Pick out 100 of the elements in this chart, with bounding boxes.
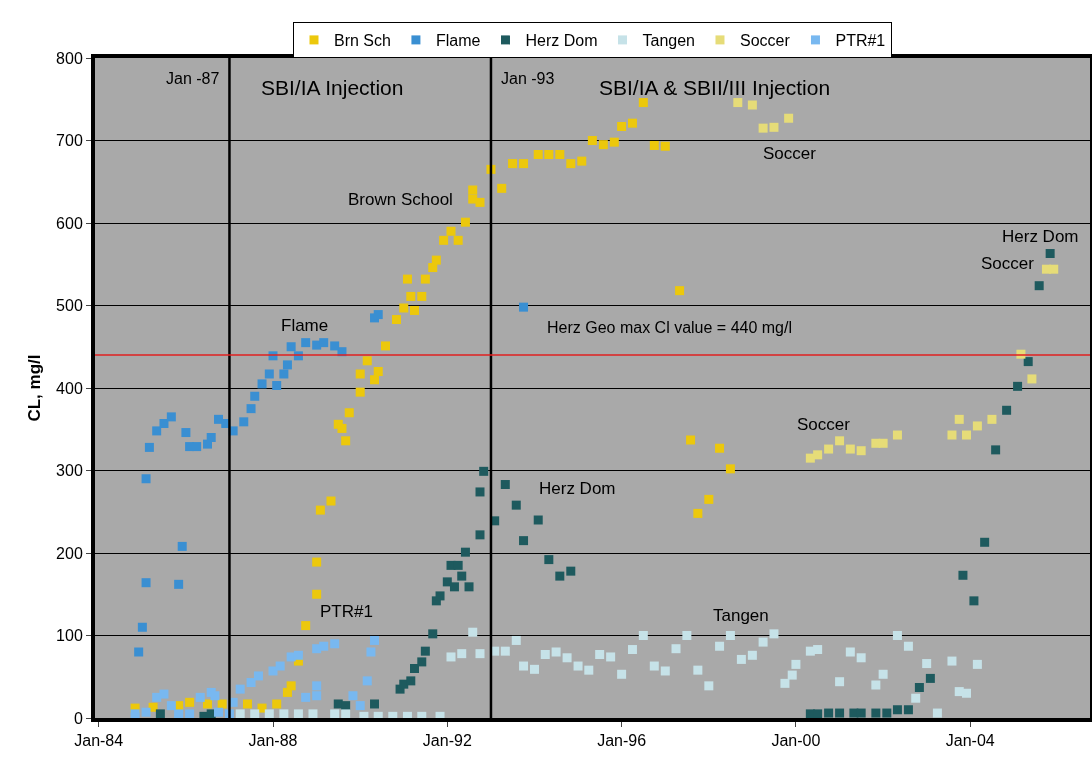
point bbox=[319, 641, 329, 651]
point bbox=[878, 438, 888, 448]
y-tick-label: 800 bbox=[56, 49, 83, 67]
point bbox=[206, 433, 216, 442]
y-tick-label: 400 bbox=[56, 379, 83, 397]
point bbox=[319, 338, 329, 348]
point bbox=[544, 555, 554, 565]
point bbox=[275, 661, 285, 671]
point bbox=[1002, 405, 1012, 415]
point bbox=[370, 699, 380, 709]
point bbox=[159, 418, 169, 428]
point bbox=[747, 100, 757, 110]
point bbox=[213, 707, 223, 717]
point bbox=[406, 676, 416, 686]
point bbox=[210, 691, 220, 701]
point bbox=[257, 379, 267, 389]
point bbox=[511, 500, 521, 510]
y-tick-label: 300 bbox=[56, 462, 83, 480]
point bbox=[370, 635, 380, 645]
point bbox=[293, 650, 303, 660]
point bbox=[914, 682, 924, 692]
point bbox=[366, 647, 376, 657]
point bbox=[159, 689, 169, 699]
point bbox=[555, 571, 565, 581]
point bbox=[962, 430, 972, 440]
point bbox=[246, 404, 256, 414]
point bbox=[435, 591, 445, 601]
point bbox=[152, 426, 162, 436]
point bbox=[155, 709, 165, 719]
y-axis-title: CL, mg/l bbox=[25, 354, 45, 422]
point bbox=[330, 639, 340, 649]
x-tick-label: Jan-00 bbox=[771, 732, 821, 750]
x-tick-label: Jan-84 bbox=[74, 732, 124, 750]
point bbox=[141, 578, 151, 588]
point bbox=[362, 676, 372, 686]
point bbox=[566, 566, 576, 576]
annotation: SBI/IA Injection bbox=[261, 76, 404, 99]
annotation: PTR#1 bbox=[320, 602, 373, 621]
point bbox=[958, 570, 968, 580]
point bbox=[420, 646, 430, 656]
point bbox=[250, 391, 260, 401]
legend-label: Brn Sch bbox=[334, 32, 391, 50]
ref-line-label: Jan -87 bbox=[166, 70, 220, 87]
point bbox=[969, 596, 979, 606]
y-tick-label: 500 bbox=[56, 297, 83, 315]
point bbox=[235, 684, 245, 694]
point bbox=[457, 571, 467, 581]
point bbox=[442, 577, 452, 587]
point bbox=[475, 530, 485, 540]
point bbox=[903, 705, 913, 715]
legend-label: Tangen bbox=[642, 32, 695, 50]
point bbox=[286, 342, 296, 352]
ref-line-label: Jan -93 bbox=[501, 70, 555, 87]
point bbox=[987, 414, 997, 424]
point bbox=[1023, 357, 1033, 367]
point bbox=[246, 678, 256, 688]
point bbox=[892, 705, 902, 715]
point bbox=[533, 515, 543, 525]
point bbox=[871, 708, 881, 718]
point bbox=[1045, 249, 1055, 259]
point bbox=[181, 428, 191, 438]
x-tick-label: Jan-92 bbox=[422, 732, 472, 750]
point bbox=[144, 442, 154, 452]
point bbox=[301, 338, 311, 348]
point bbox=[519, 302, 529, 312]
point bbox=[464, 582, 474, 592]
point bbox=[195, 692, 205, 702]
point bbox=[519, 536, 529, 546]
y-tick-label: 0 bbox=[73, 709, 83, 727]
point bbox=[758, 123, 768, 133]
annotation: Herz Dom bbox=[1002, 227, 1079, 246]
annotation: Herz Dom bbox=[539, 479, 616, 498]
annotation: Soccer bbox=[797, 415, 851, 434]
point bbox=[835, 708, 845, 718]
point bbox=[1049, 264, 1059, 274]
point bbox=[348, 691, 358, 701]
legend-label: Soccer bbox=[739, 32, 791, 50]
x-tick-label: Jan-96 bbox=[597, 732, 647, 750]
point bbox=[856, 446, 866, 456]
point bbox=[410, 664, 419, 673]
point bbox=[417, 657, 427, 667]
point bbox=[784, 113, 794, 123]
annotation: Soccer bbox=[763, 144, 817, 163]
point bbox=[130, 709, 140, 719]
point bbox=[174, 579, 184, 589]
point bbox=[312, 691, 322, 701]
point bbox=[282, 360, 292, 370]
annotation: Soccer bbox=[981, 254, 1035, 273]
y-tick-label: 100 bbox=[56, 627, 83, 645]
point bbox=[475, 487, 485, 497]
point bbox=[1034, 281, 1044, 291]
point bbox=[882, 708, 892, 718]
point bbox=[264, 369, 274, 379]
point bbox=[174, 709, 184, 719]
point bbox=[892, 430, 902, 440]
point bbox=[166, 701, 176, 711]
y-tick-label: 600 bbox=[56, 214, 83, 232]
point bbox=[947, 430, 957, 440]
point bbox=[185, 709, 195, 719]
y-tick-label: 200 bbox=[56, 544, 83, 562]
